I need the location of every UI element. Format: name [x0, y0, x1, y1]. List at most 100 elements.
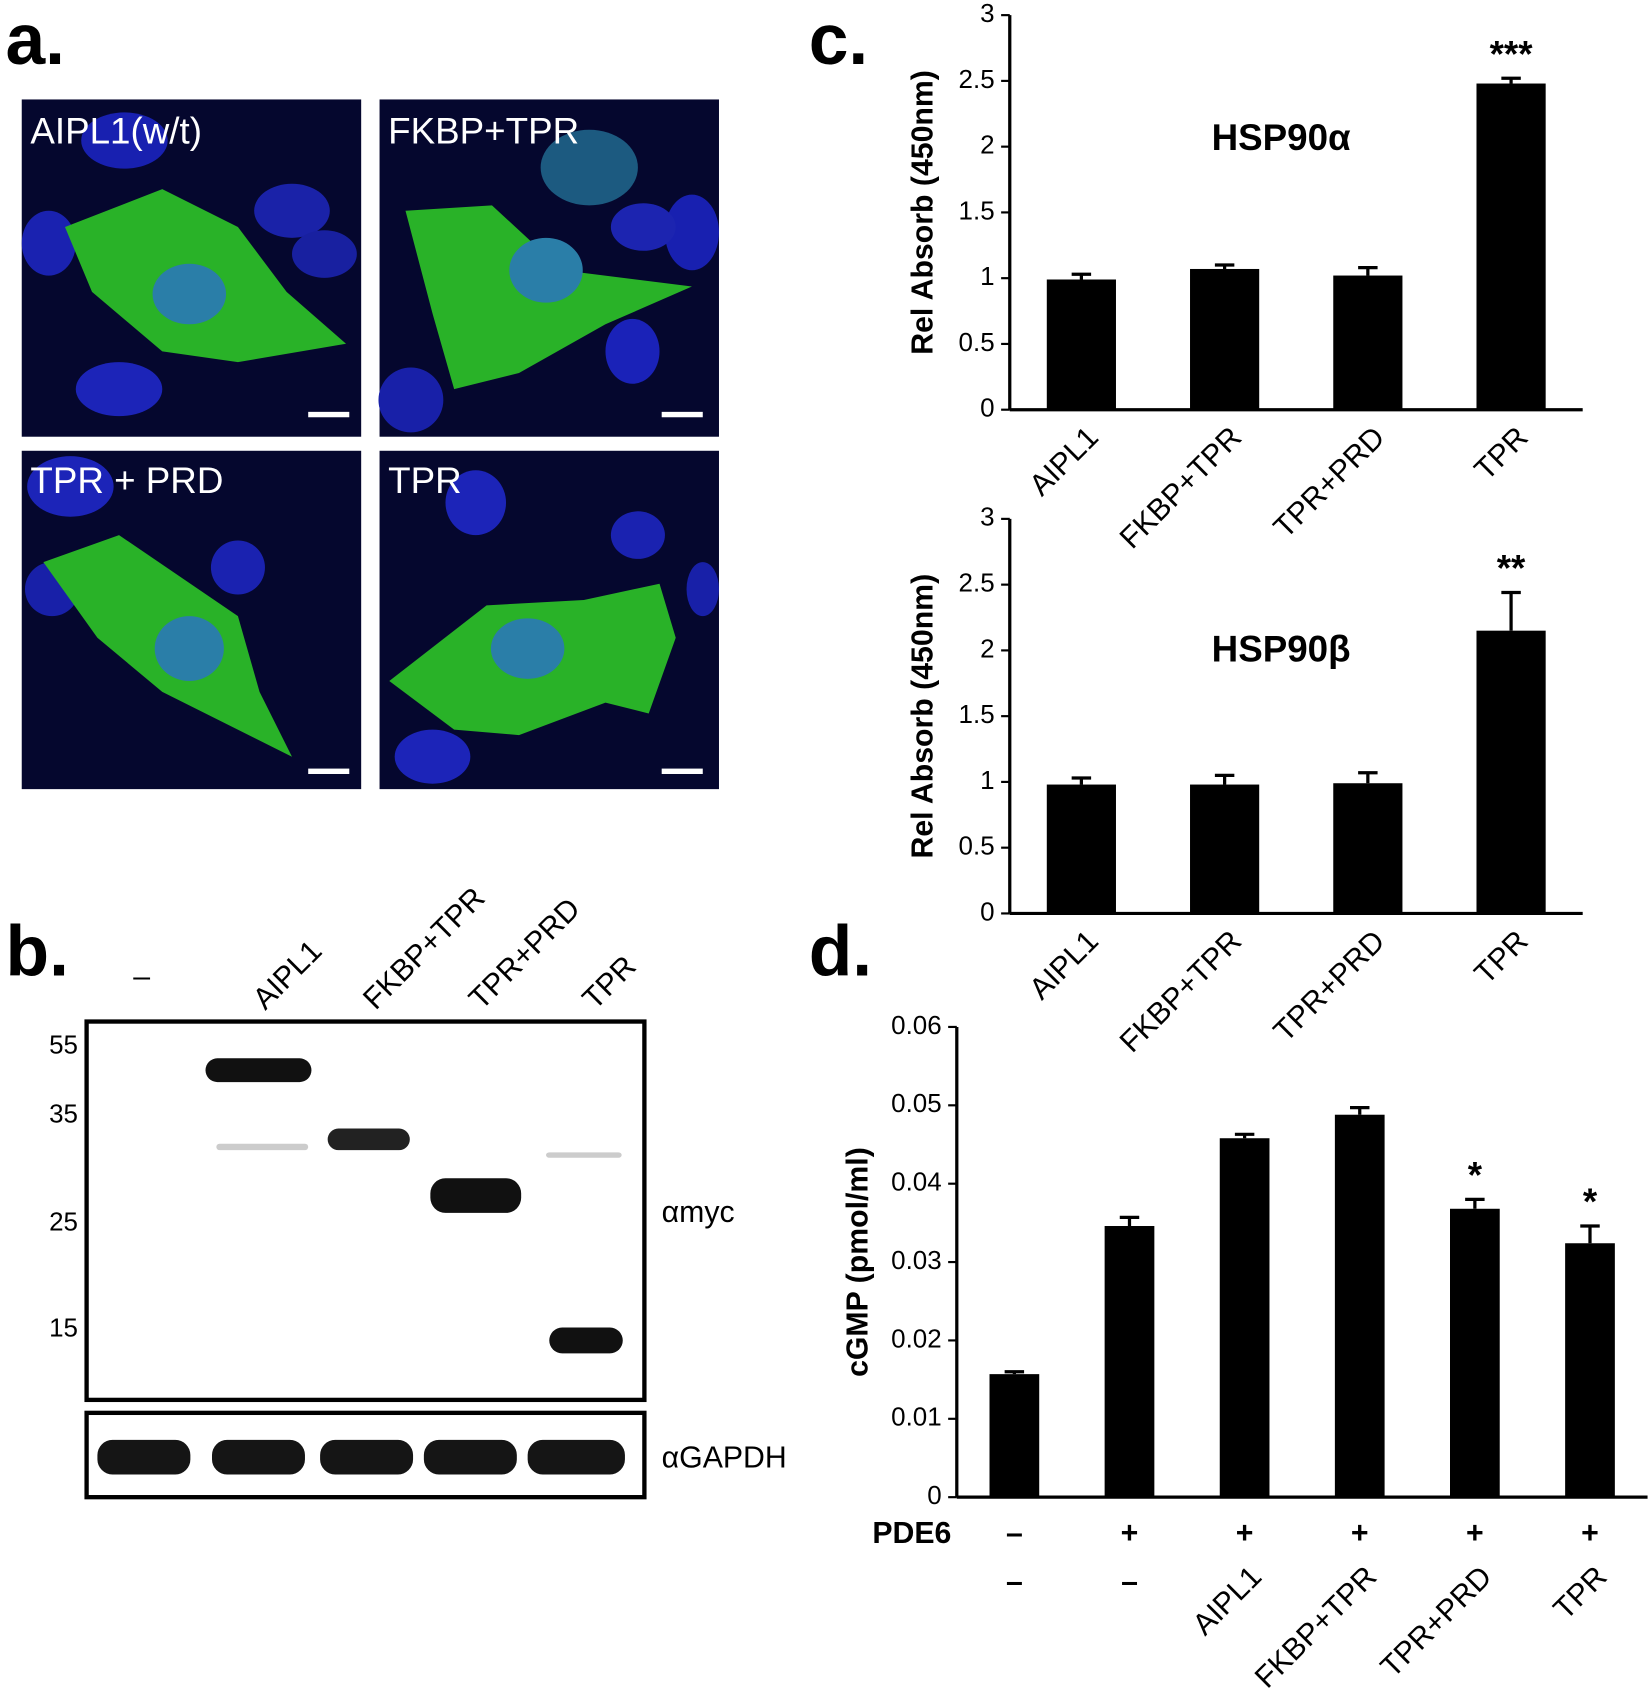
- y-tick-label: 0.05: [891, 1090, 941, 1118]
- micrograph: TPR + PRD: [21, 450, 362, 790]
- antibody-label: αGAPDH: [662, 1441, 787, 1474]
- bar: [1333, 783, 1403, 914]
- image-label: AIPL1(w/t): [30, 111, 202, 152]
- x-tick-label: –: [1121, 1566, 1138, 1599]
- row-value: +: [1581, 1517, 1599, 1550]
- y-tick-label: 2: [980, 635, 994, 663]
- x-tick-label: TPR+PRD: [1375, 1560, 1499, 1684]
- x-tick-label: AIPL1: [1023, 421, 1105, 503]
- mw-marker: 15: [49, 1314, 78, 1342]
- y-tick-label: 0.5: [959, 833, 995, 861]
- y-tick-label: 2.5: [959, 66, 995, 94]
- y-tick-label: 1.5: [959, 197, 995, 225]
- significance: **: [1497, 548, 1526, 589]
- bar: [989, 1374, 1040, 1498]
- y-tick-label: 2.5: [959, 569, 995, 597]
- y-tick-label: 0.03: [891, 1247, 941, 1275]
- bar: [1190, 268, 1260, 410]
- error-bar: [1465, 1197, 1485, 1209]
- panel-label: a.: [6, 0, 66, 80]
- bar: [1565, 1243, 1615, 1498]
- error-bar: [1501, 76, 1521, 84]
- row-value: +: [1351, 1517, 1369, 1550]
- error-bar: [1501, 590, 1521, 631]
- x-tick-label: TPR: [1547, 1560, 1613, 1626]
- antibody-label: αmyc: [662, 1196, 735, 1229]
- error-bar: [1071, 776, 1092, 785]
- bar: [1333, 275, 1403, 410]
- significance: *: [1468, 1154, 1483, 1195]
- y-tick-label: 1: [980, 767, 994, 795]
- panel-label: d.: [809, 912, 872, 992]
- micrograph: AIPL1(w/t): [21, 99, 362, 437]
- y-axis-label: cGMP (pmol/ml): [842, 1147, 875, 1377]
- row-value: +: [1236, 1517, 1254, 1550]
- significance: ***: [1490, 33, 1534, 74]
- bar: [1476, 83, 1546, 410]
- x-tick-label: TPR: [1469, 924, 1535, 990]
- y-tick-label: 0.5: [959, 329, 995, 357]
- panel-label: b.: [6, 912, 69, 992]
- row-value: +: [1121, 1517, 1139, 1550]
- error-bar: [1214, 773, 1235, 785]
- error-bar: [1071, 272, 1092, 280]
- chart-title: HSP90α: [1212, 117, 1351, 158]
- bar: [1046, 784, 1116, 914]
- error-bar: [1004, 1370, 1025, 1375]
- x-tick-label: TPR+PRD: [1268, 421, 1392, 545]
- x-tick-label: TPR+PRD: [1268, 924, 1392, 1048]
- error-bar: [1350, 1106, 1370, 1115]
- x-tick-label: TPR: [1469, 421, 1535, 487]
- micrograph: FKBP+TPR: [378, 99, 719, 437]
- y-tick-label: 3: [980, 0, 994, 28]
- row-value: +: [1466, 1517, 1484, 1550]
- x-tick-label: –: [1006, 1566, 1023, 1599]
- mw-marker: 35: [49, 1100, 78, 1128]
- x-tick-label: FKBP+TPR: [1249, 1560, 1383, 1694]
- micrograph: TPR: [379, 450, 719, 790]
- y-axis-label: Rel Absorb (450nm): [906, 574, 939, 859]
- x-tick-label: AIPL1: [1187, 1560, 1269, 1642]
- bar: [1450, 1208, 1500, 1498]
- error-bar: [1580, 1224, 1600, 1244]
- chart-title: HSP90β: [1212, 629, 1351, 670]
- row-value: –: [1006, 1517, 1023, 1550]
- x-tick-label: AIPL1: [1023, 924, 1105, 1006]
- image-label: FKBP+TPR: [388, 111, 579, 152]
- image-label: TPR: [388, 460, 462, 501]
- y-tick-label: 0: [927, 1482, 941, 1510]
- significance: *: [1583, 1181, 1598, 1222]
- y-tick-label: 0.04: [891, 1169, 941, 1197]
- error-bar: [1214, 263, 1235, 269]
- blot: [84, 1019, 647, 1500]
- panel-label: c.: [809, 0, 868, 80]
- y-tick-label: 1.5: [959, 701, 995, 729]
- x-tick-label: FKBP+TPR: [1114, 924, 1248, 1058]
- y-tick-label: 1: [980, 263, 994, 291]
- lane-label: –: [133, 960, 150, 993]
- bar: [1190, 784, 1260, 914]
- y-tick-label: 0.02: [891, 1325, 941, 1353]
- y-axis-label: Rel Absorb (450nm): [906, 70, 939, 355]
- y-tick-label: 2: [980, 132, 994, 160]
- y-tick-label: 0: [980, 898, 994, 926]
- lane-label: AIPL1: [247, 934, 329, 1016]
- bar: [1104, 1226, 1155, 1498]
- error-bar: [1119, 1215, 1140, 1227]
- row-label: PDE6: [872, 1517, 951, 1550]
- error-bar: [1234, 1132, 1255, 1139]
- image-label: TPR + PRD: [30, 460, 223, 501]
- bar: [1219, 1138, 1270, 1498]
- bar: [1476, 630, 1546, 914]
- bar: [1046, 279, 1116, 410]
- x-tick-label: FKBP+TPR: [1114, 421, 1248, 555]
- error-bar: [1358, 266, 1378, 276]
- y-tick-label: 0: [980, 395, 994, 423]
- y-tick-label: 3: [980, 504, 994, 532]
- lane-label: TPR: [577, 950, 643, 1016]
- error-bar: [1358, 771, 1378, 784]
- mw-marker: 25: [49, 1209, 78, 1237]
- mw-marker: 55: [49, 1031, 78, 1059]
- bar: [1334, 1114, 1385, 1498]
